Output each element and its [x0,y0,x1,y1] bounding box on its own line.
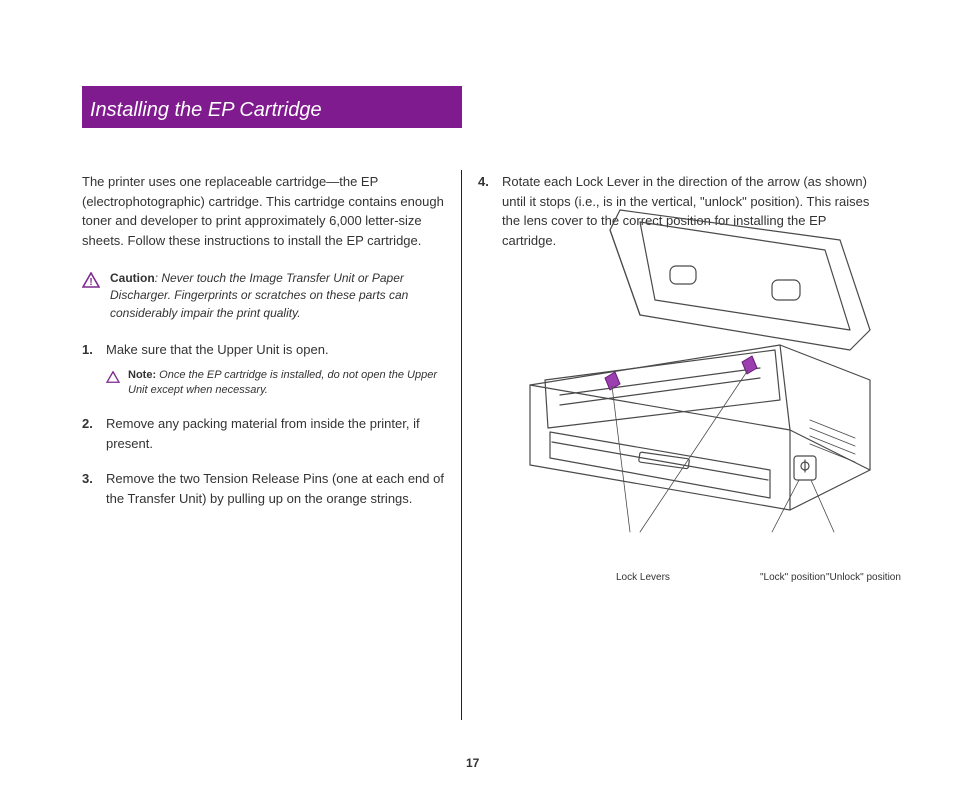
caution-label: Caution [110,271,155,285]
caution-body: Never touch the Image Transfer Unit or P… [110,271,408,320]
step-text: Make sure that the Upper Unit is open. [106,342,329,357]
illus-label-unlock-pos: "Unlock" position [826,572,901,583]
caution-text: Caution: Never touch the Image Transfer … [110,270,452,322]
section-title-bar: Installing the EP Cartridge [82,86,462,128]
printer-svg [490,200,890,540]
step-item: 1. Make sure that the Upper Unit is open… [82,340,452,398]
column-divider [461,170,462,720]
illus-label-lock-pos: "Lock" position [760,572,825,583]
page-number: 17 [466,756,479,770]
step-number: 2. [82,414,106,453]
section-title-text: Installing the EP Cartridge [90,99,322,122]
step-number: 3. [82,469,106,508]
note-text: Note: Once the EP cartridge is installed… [128,368,452,399]
note-triangle-icon [106,369,124,389]
caution-triangle-icon: ! [82,272,104,293]
step-text: Remove any packing material from inside … [106,414,452,453]
step-item: 2. Remove any packing material from insi… [82,414,452,453]
illus-label-lock-levers: Lock Levers [616,572,670,583]
intro-paragraph: The printer uses one replaceable cartrid… [82,172,452,250]
note-body: Once the EP cartridge is installed, do n… [128,369,437,396]
step-item: 3. Remove the two Tension Release Pins (… [82,469,452,508]
page-root: Installing the EP Cartridge The printer … [0,0,954,795]
svg-text:!: ! [89,277,92,288]
printer-illustration [490,200,890,545]
step-text: Remove the two Tension Release Pins (one… [106,469,452,508]
step-number: 1. [82,340,106,398]
caution-block: ! Caution: Never touch the Image Transfe… [82,270,452,322]
note-label: Note: [128,369,156,381]
steps-list: 1. Make sure that the Upper Unit is open… [82,340,452,508]
left-column: The printer uses one replaceable cartrid… [82,172,452,524]
